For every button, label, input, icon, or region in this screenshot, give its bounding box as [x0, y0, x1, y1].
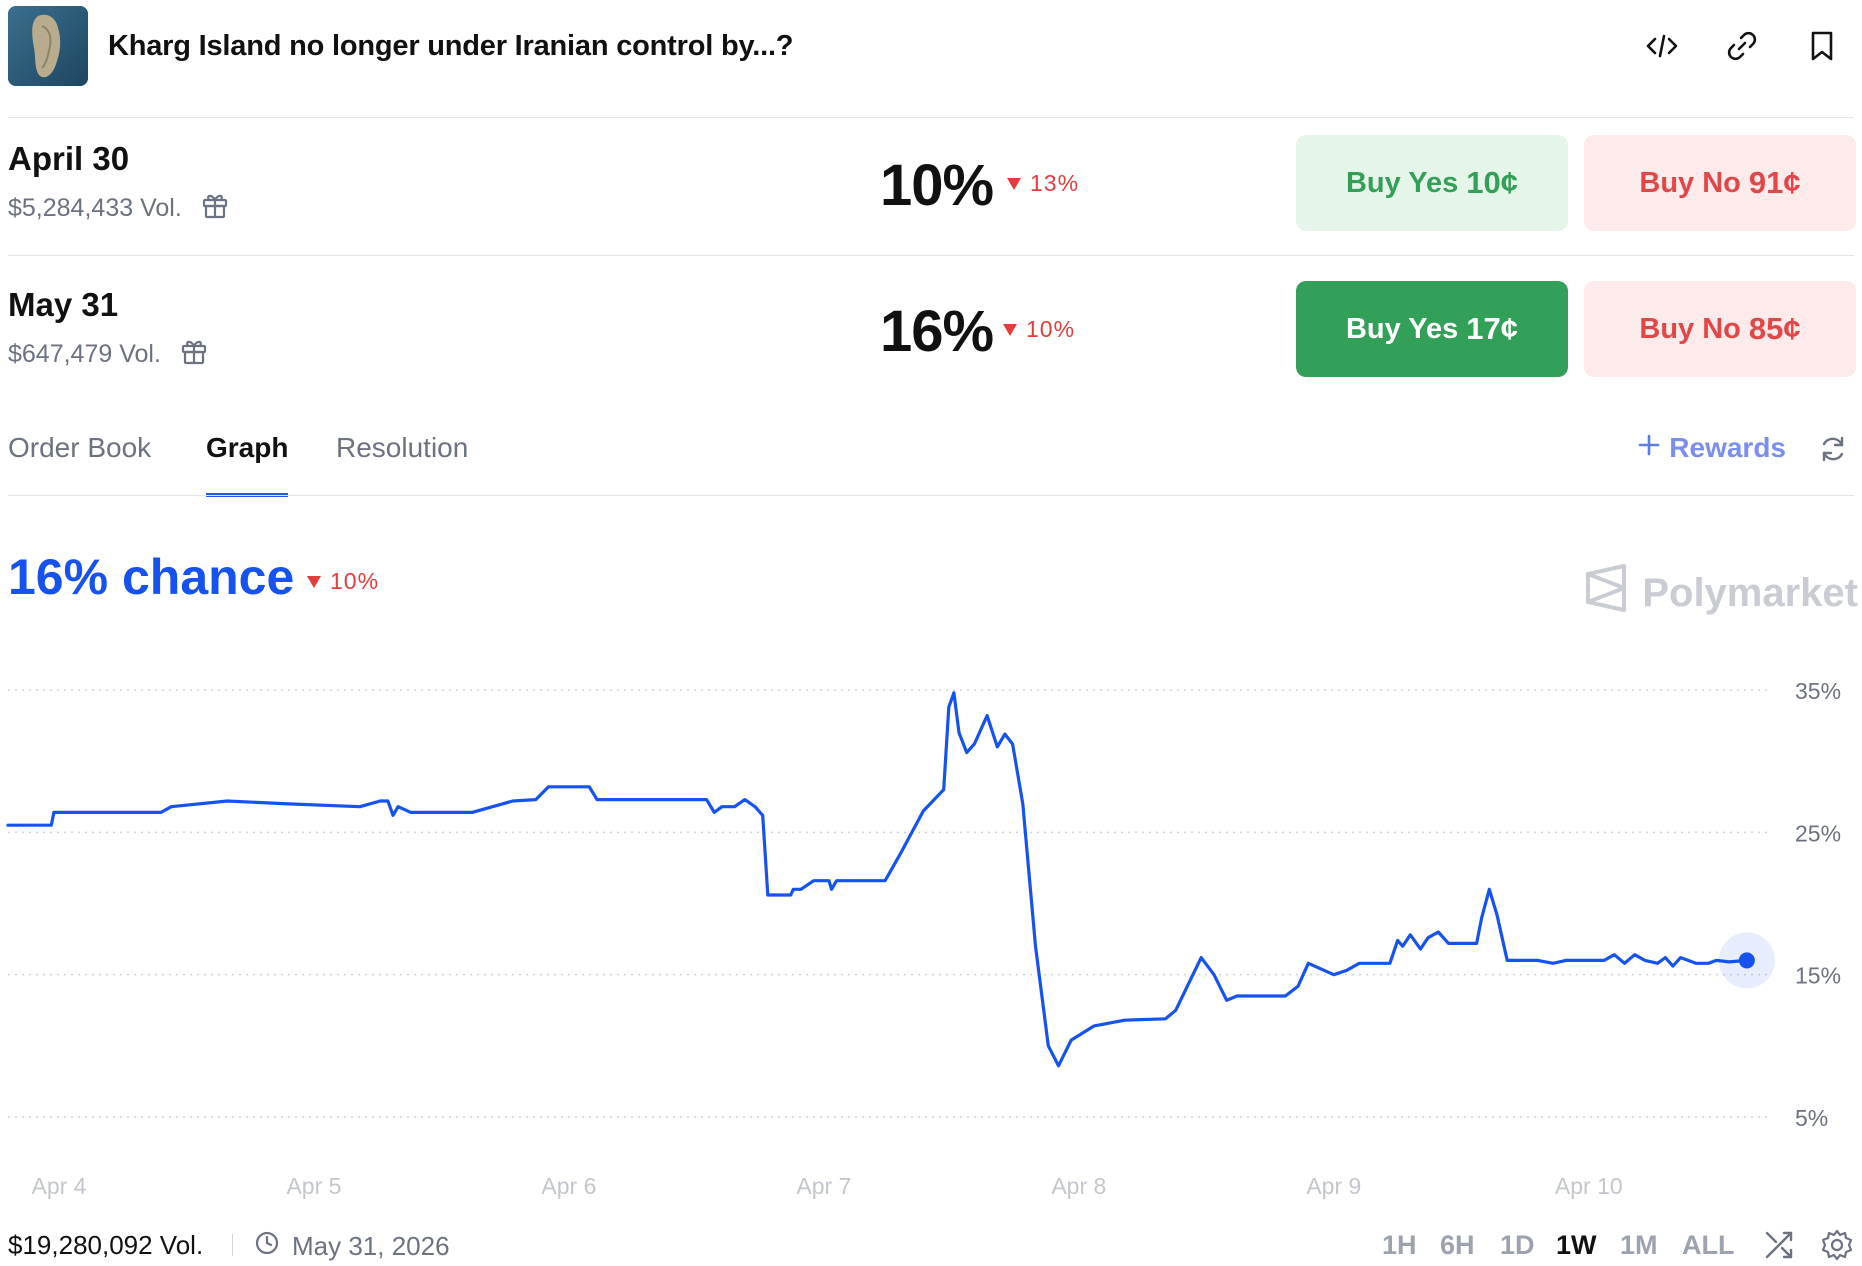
down-triangle-icon	[1002, 316, 1018, 343]
x-tick-label: Apr 4	[32, 1173, 87, 1199]
outcome-date: April 30	[8, 140, 130, 177]
gift-icon[interactable]	[179, 336, 209, 373]
divider	[8, 255, 1854, 256]
outcome-row-april-30[interactable]: April 30 $5,284,433 Vol. 10% 13% Buy Yes…	[0, 118, 1862, 264]
buy-yes-price: 17¢	[1466, 311, 1519, 346]
embed-code-icon[interactable]	[1642, 26, 1682, 66]
x-tick-label: Apr 10	[1555, 1173, 1623, 1199]
end-date-text: May 31, 2026	[292, 1231, 450, 1261]
x-tick-label: Apr 6	[541, 1173, 596, 1199]
buy-yes-price: 10¢	[1466, 165, 1519, 200]
link-icon[interactable]	[1722, 26, 1762, 66]
divider	[8, 117, 1854, 118]
outcome-change-value: 13%	[1030, 170, 1080, 196]
series-line	[6, 691, 1749, 1068]
clock-icon	[254, 1230, 280, 1263]
tab-resolution[interactable]: Resolution	[336, 432, 469, 463]
buy-no-price: 91¢	[1748, 165, 1801, 200]
x-tick-label: Apr 8	[1051, 1173, 1106, 1199]
range-1w[interactable]: 1W	[1556, 1230, 1597, 1260]
down-triangle-icon	[1006, 170, 1022, 197]
bookmark-icon[interactable]	[1802, 26, 1842, 66]
divider	[8, 495, 1854, 496]
current-point-marker	[1738, 952, 1755, 969]
chance-headline: 16% chance	[8, 549, 295, 605]
polymarket-watermark: Polymarket	[1584, 564, 1858, 622]
polymarket-logo-icon	[1584, 564, 1628, 622]
outcome-change: 10%	[1002, 316, 1075, 343]
range-1h[interactable]: 1H	[1382, 1230, 1417, 1260]
island-thumbnail	[8, 6, 88, 86]
tab-order-book[interactable]: Order Book	[8, 432, 152, 463]
footer-separator	[232, 1234, 233, 1256]
buy-no-button[interactable]: Buy No 91¢	[1584, 135, 1856, 231]
outcome-probability: 10%	[880, 153, 994, 218]
detail-tabs: Order Book Graph Resolution Rewards	[0, 420, 1862, 498]
outcome-date: May 31	[8, 286, 119, 323]
outcome-volume-text: $5,284,433 Vol.	[8, 194, 182, 222]
outcome-probability: 16%	[880, 299, 994, 364]
x-tick-label: Apr 9	[1306, 1173, 1361, 1199]
tab-graph[interactable]: Graph	[206, 432, 289, 463]
y-tick-label: 15%	[1795, 963, 1841, 989]
range-all[interactable]: ALL	[1682, 1230, 1735, 1260]
chance-change-value: 10%	[330, 568, 380, 594]
outcome-change-value: 10%	[1026, 316, 1076, 342]
outcome-volume-text: $647,479 Vol.	[8, 340, 161, 368]
outcome-volume: $5,284,433 Vol.	[8, 190, 230, 227]
y-tick-label: 35%	[1795, 678, 1841, 704]
gift-icon[interactable]	[200, 190, 230, 227]
price-history-chart[interactable]: 35% 25% 15% 5% Apr 4 Apr 5 Apr 6 Apr 7 Apr 8 Apr …	[0, 660, 1862, 1220]
y-tick-label: 25%	[1795, 820, 1841, 846]
buy-no-button[interactable]: Buy No 85¢	[1584, 281, 1856, 377]
brand-name: Polymarket	[1642, 570, 1858, 615]
end-date: May 31, 2026	[254, 1230, 450, 1263]
buy-no-label: Buy No	[1639, 312, 1741, 345]
rewards-label: Rewards	[1669, 432, 1786, 463]
outcome-change: 13%	[1006, 170, 1079, 197]
buy-yes-button[interactable]: Buy Yes 10¢	[1296, 135, 1568, 231]
plus-icon	[1637, 432, 1661, 464]
outcome-row-may-31[interactable]: May 31 $647,479 Vol. 16% 10% Buy Yes 17¢…	[0, 264, 1862, 410]
settings-gear-icon[interactable]	[1820, 1228, 1854, 1262]
buy-yes-label: Buy Yes	[1345, 166, 1459, 199]
buy-yes-button[interactable]: Buy Yes 17¢	[1296, 281, 1568, 377]
chart-footer: $19,280,092 Vol. May 31, 2026 1H 6H 1D 1…	[0, 1222, 1862, 1266]
y-tick-label: 5%	[1795, 1105, 1828, 1131]
market-title: Kharg Island no longer under Iranian con…	[108, 30, 794, 62]
refresh-icon[interactable]	[1816, 432, 1850, 466]
range-1d[interactable]: 1D	[1500, 1230, 1535, 1260]
shuffle-icon[interactable]	[1762, 1228, 1796, 1262]
buy-yes-label: Buy Yes	[1345, 312, 1459, 345]
buy-no-price: 85¢	[1748, 311, 1801, 346]
range-6h[interactable]: 6H	[1440, 1230, 1475, 1260]
chance-change: 10%	[306, 568, 379, 595]
x-tick-label: Apr 5	[286, 1173, 341, 1199]
rewards-button[interactable]: Rewards	[1637, 432, 1786, 464]
x-tick-label: Apr 7	[796, 1173, 851, 1199]
buy-no-label: Buy No	[1639, 166, 1741, 199]
total-volume: $19,280,092 Vol.	[8, 1230, 204, 1260]
outcome-volume: $647,479 Vol.	[8, 336, 209, 373]
down-triangle-icon	[306, 568, 322, 595]
range-1m[interactable]: 1M	[1620, 1230, 1658, 1260]
market-header: Kharg Island no longer under Iranian con…	[0, 0, 1862, 117]
